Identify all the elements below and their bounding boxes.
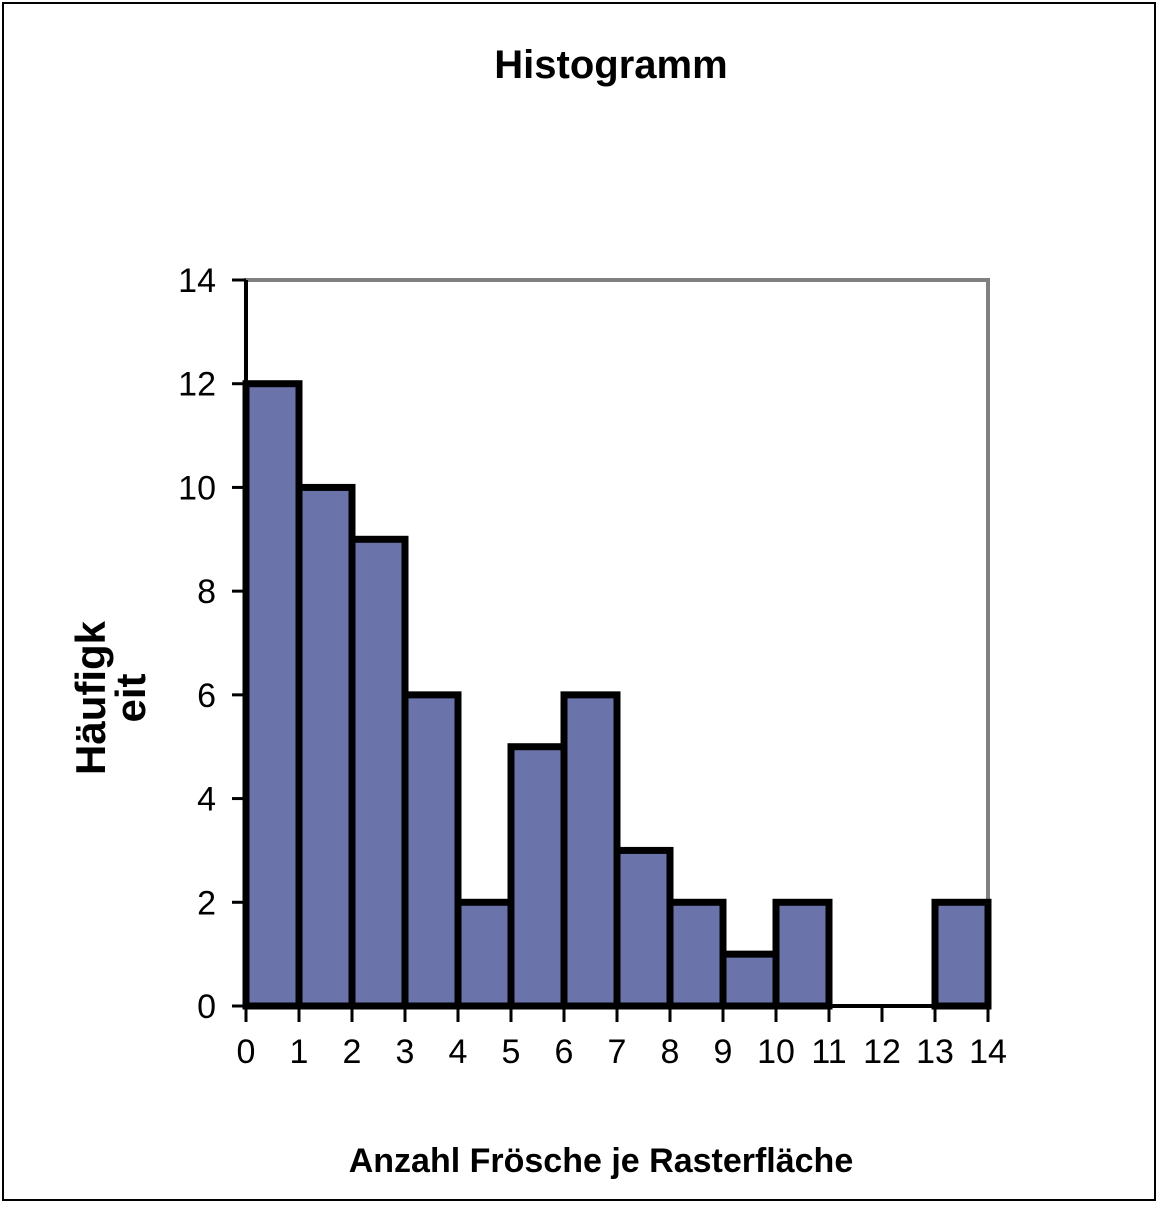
bar-13-14 xyxy=(931,898,992,1010)
x-tick-label-6: 6 xyxy=(555,1033,574,1071)
y-tick-label-0: 0 xyxy=(197,988,216,1026)
x-tick-label-2: 2 xyxy=(343,1033,362,1071)
y-tick-label-6: 6 xyxy=(197,677,216,715)
x-axis-label: Anzahl Frösche je Rasterfläche xyxy=(349,1142,854,1180)
bar-1-2 xyxy=(295,483,356,1010)
x-tick-label-3: 3 xyxy=(396,1033,415,1071)
x-tick-label-12: 12 xyxy=(863,1033,901,1071)
histogram-bars xyxy=(242,380,992,1010)
x-axis-ticks: 0 1 2 3 4 5 6 7 8 9 10 11 12 13 14 xyxy=(237,1006,1007,1071)
y-axis-label: Häufigk eit xyxy=(67,620,154,775)
x-tick-label-14: 14 xyxy=(969,1033,1007,1071)
x-tick-label-0: 0 xyxy=(237,1033,256,1071)
bar-2-3 xyxy=(348,535,409,1010)
bar-6-7 xyxy=(560,691,621,1010)
x-tick-label-8: 8 xyxy=(661,1033,680,1071)
y-tick-label-2: 2 xyxy=(197,884,216,922)
x-tick-label-4: 4 xyxy=(449,1033,468,1071)
bar-9-10 xyxy=(719,950,780,1010)
y-axis-label-line-1: Häufigk xyxy=(67,620,114,775)
x-tick-label-1: 1 xyxy=(290,1033,309,1071)
x-tick-label-13: 13 xyxy=(916,1033,954,1071)
chart-title: Histogramm xyxy=(494,43,727,87)
x-tick-label-10: 10 xyxy=(757,1033,795,1071)
bar-4-5 xyxy=(454,898,515,1010)
y-axis-label-line-2: eit xyxy=(107,673,154,722)
x-tick-label-5: 5 xyxy=(502,1033,521,1071)
y-tick-label-4: 4 xyxy=(197,781,216,819)
bar-0-1 xyxy=(242,380,303,1010)
y-tick-label-8: 8 xyxy=(197,573,216,611)
bar-10-11 xyxy=(772,898,833,1010)
bar-8-9 xyxy=(666,898,727,1010)
y-tick-label-14: 14 xyxy=(178,262,216,300)
y-axis-ticks: 0 2 4 6 8 10 12 14 xyxy=(178,262,246,1026)
bar-3-4 xyxy=(401,691,462,1010)
bar-5-6 xyxy=(507,743,568,1010)
bar-7-8 xyxy=(613,846,674,1010)
x-tick-label-7: 7 xyxy=(608,1033,627,1071)
y-tick-label-10: 10 xyxy=(178,469,216,507)
x-tick-label-11: 11 xyxy=(811,1033,846,1071)
y-tick-label-12: 12 xyxy=(178,366,216,404)
x-tick-label-9: 9 xyxy=(714,1033,733,1071)
